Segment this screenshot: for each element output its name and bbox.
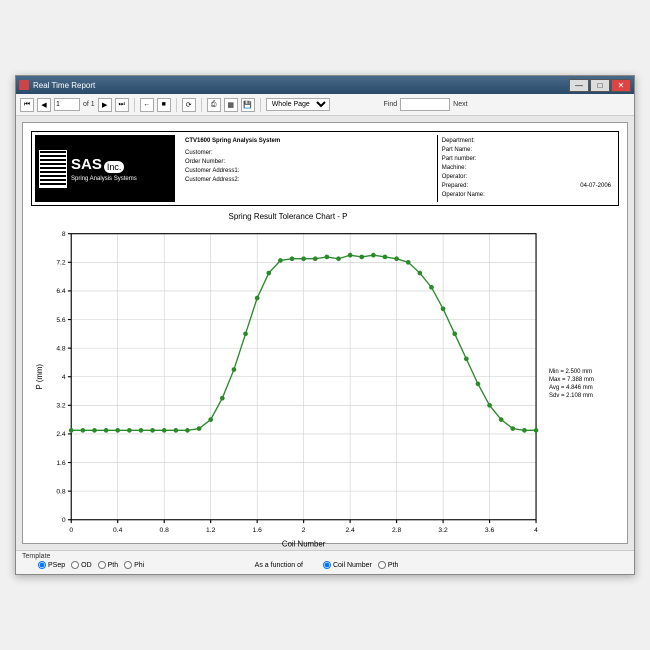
svg-text:7.2: 7.2 (56, 260, 66, 267)
svg-text:0.4: 0.4 (113, 527, 123, 534)
hdr-order: Order Number: (185, 158, 427, 167)
chart-main: Spring Result Tolerance Chart - P 0 0.4 0.… (31, 212, 545, 550)
last-page-button[interactable]: ⏭ (115, 98, 129, 112)
hdr-customer: Customer: (185, 149, 427, 158)
svg-text:3.2: 3.2 (438, 527, 448, 534)
report-viewport: SASInc. Spring Analysis Systems CTV1600 … (16, 116, 634, 550)
chart-svg: 0 0.4 0.8 1.2 1.6 2 2.4 2.8 3.2 3.6 4 0 0.8 1.6 2.4 3.2… (31, 227, 545, 550)
hdr-partname: Part Name: (442, 146, 611, 155)
first-page-button[interactable]: ⏮ (20, 98, 34, 112)
svg-text:0: 0 (62, 517, 66, 524)
page-number-input[interactable] (54, 98, 80, 111)
svg-text:1.6: 1.6 (253, 527, 263, 534)
svg-text:4.8: 4.8 (56, 345, 66, 352)
radio-coil-number[interactable]: Coil Number (323, 561, 372, 569)
hdr-partnum: Part number: (442, 155, 611, 164)
logo-main: SAS (71, 156, 102, 173)
window-title: Real Time Report (33, 81, 95, 90)
next-page-button[interactable]: ▶ (98, 98, 112, 112)
svg-text:3.2: 3.2 (56, 403, 66, 410)
next-label[interactable]: Next (453, 101, 467, 108)
svg-text:4: 4 (534, 527, 538, 534)
minimize-button[interactable]: — (569, 79, 589, 92)
svg-text:Coil Number: Coil Number (282, 540, 326, 549)
logo-box: SASInc. Spring Analysis Systems (35, 135, 175, 202)
header-col-center: CTV1600 Spring Analysis System Customer:… (181, 135, 431, 202)
radio-phi[interactable]: Phi (124, 561, 144, 569)
logo-inc: Inc. (104, 161, 125, 173)
find-input[interactable] (400, 98, 450, 111)
hdr-operator: Operator: (442, 173, 611, 182)
svg-text:3.6: 3.6 (485, 527, 495, 534)
chart-stats: Min = 2.500 mm Max = 7.388 mm Avg = 4.84… (549, 212, 619, 550)
stat-min: Min = 2.500 mm (549, 369, 619, 375)
svg-text:2.4: 2.4 (345, 527, 355, 534)
svg-text:1.2: 1.2 (206, 527, 216, 534)
hdr-machine: Machine: (442, 164, 611, 173)
as-function-label: As a function of (255, 562, 303, 569)
stat-avg: Avg = 4.846 mm (549, 385, 619, 391)
back-button[interactable]: ← (140, 98, 154, 112)
svg-text:8: 8 (62, 231, 66, 238)
svg-text:2.4: 2.4 (56, 431, 66, 438)
svg-text:1.6: 1.6 (56, 460, 66, 467)
svg-text:0: 0 (69, 527, 73, 534)
system-title: CTV1600 Spring Analysis System (185, 137, 427, 146)
zoom-select[interactable]: Whole Page (266, 98, 330, 111)
app-icon (19, 80, 29, 90)
hdr-addr2: Customer Address2: (185, 176, 427, 185)
hdr-opname: Operator Name: (442, 191, 611, 200)
maximize-button[interactable]: □ (590, 79, 610, 92)
hdr-date: 04-07-2006 (580, 182, 611, 191)
svg-text:6.4: 6.4 (56, 288, 66, 295)
print-button[interactable]: ⎙ (207, 98, 221, 112)
chart-title: Spring Result Tolerance Chart - P (31, 212, 545, 221)
close-button[interactable]: ✕ (611, 79, 631, 92)
titlebar: Real Time Report — □ ✕ (16, 76, 634, 94)
chart-container: Spring Result Tolerance Chart - P 0 0.4 0.… (31, 212, 619, 550)
svg-text:5.6: 5.6 (56, 317, 66, 324)
bottom-section-label: Template (22, 553, 628, 560)
report-page: SASInc. Spring Analysis Systems CTV1600 … (22, 122, 628, 544)
svg-text:4: 4 (62, 374, 66, 381)
report-header: SASInc. Spring Analysis Systems CTV1600 … (31, 131, 619, 206)
radio-pth[interactable]: Pth (378, 561, 399, 569)
hdr-dept: Department: (442, 137, 611, 146)
hdr-addr1: Customer Address1: (185, 167, 427, 176)
prev-page-button[interactable]: ◀ (37, 98, 51, 112)
page-of-label: of 1 (83, 101, 95, 108)
hdr-prepared: Prepared: (442, 182, 468, 191)
refresh-button[interactable]: ⟳ (182, 98, 196, 112)
app-window: Real Time Report — □ ✕ ⏮ ◀ of 1 ▶ ⏭ ← ■ … (15, 75, 635, 575)
svg-text:2.8: 2.8 (392, 527, 402, 534)
radio-psep[interactable]: PSep (38, 561, 65, 569)
toolbar: ⏮ ◀ of 1 ▶ ⏭ ← ■ ⟳ ⎙ ▦ 💾 Whole Page Find… (16, 94, 634, 116)
svg-text:0.8: 0.8 (56, 488, 66, 495)
stop-button[interactable]: ■ (157, 98, 171, 112)
svg-text:P (mm): P (mm) (35, 364, 44, 390)
radio-pth[interactable]: Pth (98, 561, 119, 569)
bottom-panel: Template PSep OD Pth Phi As a function of… (16, 550, 634, 574)
find-label: Find (384, 101, 398, 108)
svg-text:0.8: 0.8 (160, 527, 170, 534)
header-col-right: Department: Part Name: Part number: Mach… (437, 135, 615, 202)
bottom-row: PSep OD Pth Phi As a function of Coil Num… (22, 561, 628, 569)
stat-max: Max = 7.388 mm (549, 377, 619, 383)
svg-text:2: 2 (302, 527, 306, 534)
export-button[interactable]: 💾 (241, 98, 255, 112)
stat-sdv: Sdv = 2.108 mm (549, 393, 619, 399)
logo-subtitle: Spring Analysis Systems (71, 176, 137, 182)
spring-icon (39, 150, 67, 188)
layout-button[interactable]: ▦ (224, 98, 238, 112)
radio-od[interactable]: OD (71, 561, 92, 569)
